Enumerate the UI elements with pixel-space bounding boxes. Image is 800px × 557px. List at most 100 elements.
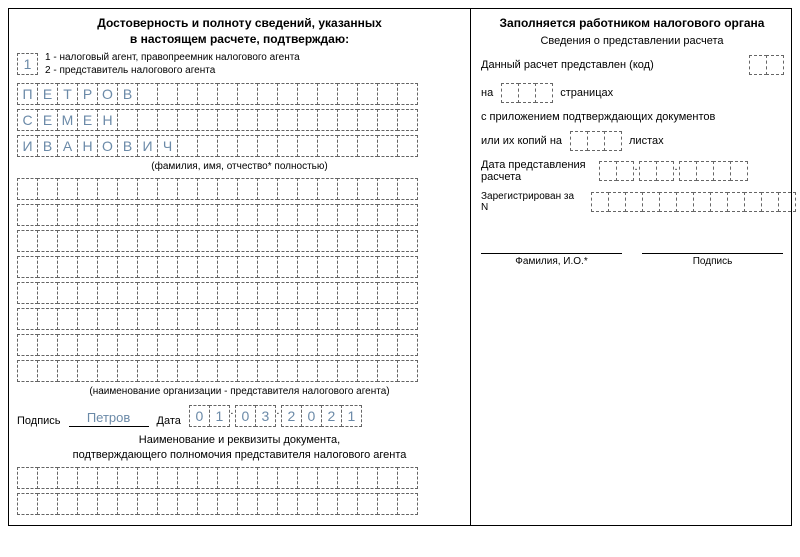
char-cell[interactable] [57,230,78,252]
char-cell[interactable] [317,493,338,515]
char-cell[interactable] [17,282,38,304]
char-cell[interactable] [117,308,138,330]
char-cell[interactable] [197,204,218,226]
char-cell[interactable] [337,204,358,226]
char-cell[interactable] [137,83,158,105]
char-cell[interactable] [591,192,609,212]
char-cell[interactable] [117,334,138,356]
char-cell[interactable] [257,135,278,157]
char-cell[interactable] [17,308,38,330]
char-cell[interactable]: Е [37,109,58,131]
r-cells-pages[interactable] [501,83,552,103]
char-cell[interactable]: В [117,135,138,157]
char-cell[interactable] [297,135,318,157]
char-cell[interactable] [518,83,536,103]
org-row-4[interactable] [17,256,462,278]
char-cell[interactable] [317,282,338,304]
char-cell[interactable]: Е [37,83,58,105]
char-cell[interactable] [97,178,118,200]
char-cell[interactable] [217,334,238,356]
char-cell[interactable] [117,204,138,226]
char-cell[interactable] [337,83,358,105]
char-cell[interactable]: В [37,135,58,157]
char-cell[interactable] [297,334,318,356]
char-cell[interactable] [17,493,38,515]
char-cell[interactable] [217,83,238,105]
char-cell[interactable]: О [97,135,118,157]
char-cell[interactable] [157,178,178,200]
char-cell[interactable] [377,230,398,252]
char-cell[interactable] [357,308,378,330]
char-cell[interactable] [157,204,178,226]
char-cell[interactable] [535,83,553,103]
char-cell[interactable] [17,230,38,252]
char-cell[interactable] [197,360,218,382]
char-cell[interactable] [217,493,238,515]
char-cell[interactable] [297,282,318,304]
char-cell[interactable] [377,467,398,489]
char-cell[interactable] [257,360,278,382]
char-cell[interactable] [237,334,258,356]
char-cell[interactable]: Е [77,109,98,131]
char-cell[interactable] [397,360,418,382]
char-cell[interactable] [237,308,258,330]
char-cell[interactable] [337,334,358,356]
char-cell[interactable] [317,109,338,131]
char-cell[interactable] [217,204,238,226]
char-cell[interactable] [744,192,762,212]
char-cell[interactable] [177,334,198,356]
char-cell[interactable] [237,109,258,131]
char-cell[interactable] [57,256,78,278]
char-cell[interactable] [625,192,643,212]
char-cell[interactable] [137,493,158,515]
char-cell[interactable] [197,178,218,200]
char-cell[interactable] [317,230,338,252]
char-cell[interactable] [57,204,78,226]
char-cell[interactable] [37,282,58,304]
char-cell[interactable] [277,282,298,304]
char-cell[interactable]: Р [77,83,98,105]
char-cell[interactable] [257,204,278,226]
char-cell[interactable] [297,256,318,278]
char-cell[interactable]: Н [77,135,98,157]
char-cell[interactable] [257,83,278,105]
char-cell[interactable] [117,178,138,200]
char-cell[interactable] [297,308,318,330]
char-cell[interactable]: Н [97,109,118,131]
char-cell[interactable] [277,178,298,200]
char-cell[interactable] [97,230,118,252]
char-cell[interactable] [197,135,218,157]
char-cell[interactable] [337,135,358,157]
char-cell[interactable] [693,192,711,212]
char-cell[interactable] [297,204,318,226]
char-cell[interactable] [157,308,178,330]
char-cell[interactable] [337,360,358,382]
char-cell[interactable] [217,467,238,489]
char-cell[interactable] [317,467,338,489]
org-row-2[interactable] [17,204,462,226]
char-cell[interactable] [117,109,138,131]
char-cell[interactable] [257,334,278,356]
char-cell[interactable] [397,230,418,252]
char-cell[interactable] [277,204,298,226]
char-cell[interactable] [177,360,198,382]
char-cell[interactable] [37,256,58,278]
char-cell[interactable]: Т [57,83,78,105]
char-cell[interactable] [97,204,118,226]
char-cell[interactable]: 1 [341,405,362,427]
char-cell[interactable] [177,204,198,226]
char-cell[interactable] [357,204,378,226]
char-cell[interactable] [17,334,38,356]
char-cell[interactable] [761,192,779,212]
char-cell[interactable] [217,230,238,252]
char-cell[interactable] [317,83,338,105]
char-cell[interactable] [77,334,98,356]
char-cell[interactable] [277,109,298,131]
char-cell[interactable] [616,161,634,181]
char-cell[interactable] [137,178,158,200]
char-cell[interactable] [727,192,745,212]
char-cell[interactable]: 2 [321,405,342,427]
char-cell[interactable] [397,178,418,200]
char-cell[interactable] [377,256,398,278]
char-cell[interactable] [197,230,218,252]
